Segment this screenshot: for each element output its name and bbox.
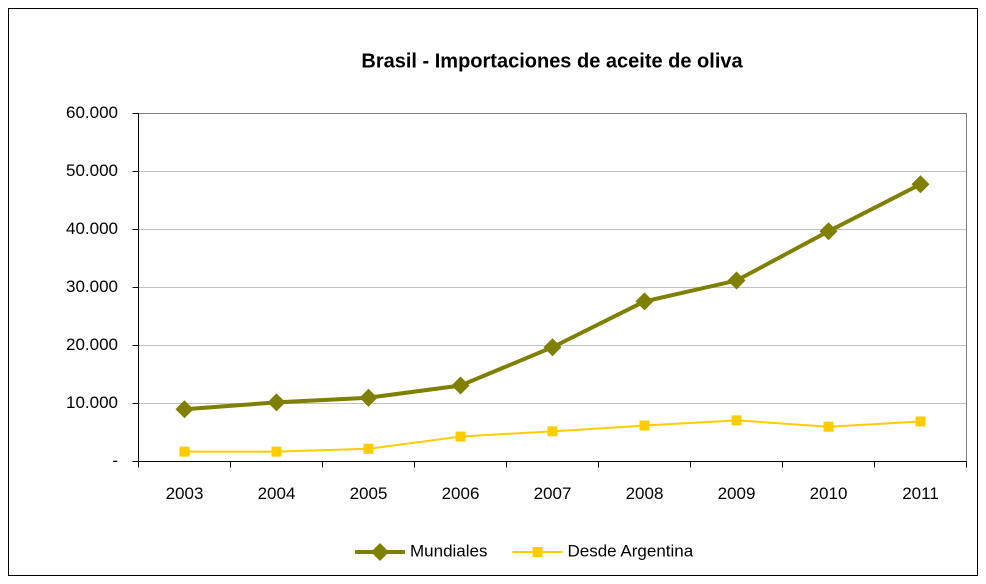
data-point <box>359 388 378 407</box>
y-tick-label: 50.000 <box>66 161 118 180</box>
legend-label: Desde Argentina <box>568 541 694 560</box>
data-point <box>635 292 654 311</box>
data-point <box>911 175 930 194</box>
x-tick-label: 2006 <box>442 484 480 503</box>
y-tick-label: 30.000 <box>66 277 118 296</box>
data-point <box>819 222 838 241</box>
data-point <box>639 420 650 431</box>
data-point <box>455 431 466 442</box>
data-point <box>543 338 562 357</box>
legend-marker <box>371 543 389 561</box>
y-tick-label: 10.000 <box>66 393 118 412</box>
x-tick-label: 2004 <box>258 484 296 503</box>
data-point <box>179 446 190 457</box>
x-tick-label: 2011 <box>902 484 939 503</box>
data-point <box>175 400 194 419</box>
y-tick-label: 40.000 <box>66 219 118 238</box>
data-point <box>363 443 374 454</box>
data-point <box>915 416 926 427</box>
data-point <box>727 271 746 290</box>
x-tick-label: 2005 <box>350 484 388 503</box>
chart-title: Brasil - Importaciones de aceite de oliv… <box>361 50 743 72</box>
x-tick-label: 2009 <box>718 484 756 503</box>
legend-label: Mundiales <box>410 541 488 560</box>
y-tick-label: - <box>112 451 118 470</box>
x-tick-label: 2007 <box>534 484 572 503</box>
y-tick-label: 20.000 <box>66 335 118 354</box>
data-point <box>547 426 558 437</box>
x-tick-label: 2003 <box>166 484 204 503</box>
data-point <box>823 421 834 432</box>
legend-marker <box>532 547 543 557</box>
x-tick-label: 2010 <box>810 484 848 503</box>
y-tick-label: 60.000 <box>66 103 118 122</box>
x-tick-label: 2008 <box>626 484 664 503</box>
data-point <box>451 376 470 395</box>
data-point <box>271 446 282 457</box>
data-point <box>267 393 286 412</box>
data-point <box>731 415 742 426</box>
